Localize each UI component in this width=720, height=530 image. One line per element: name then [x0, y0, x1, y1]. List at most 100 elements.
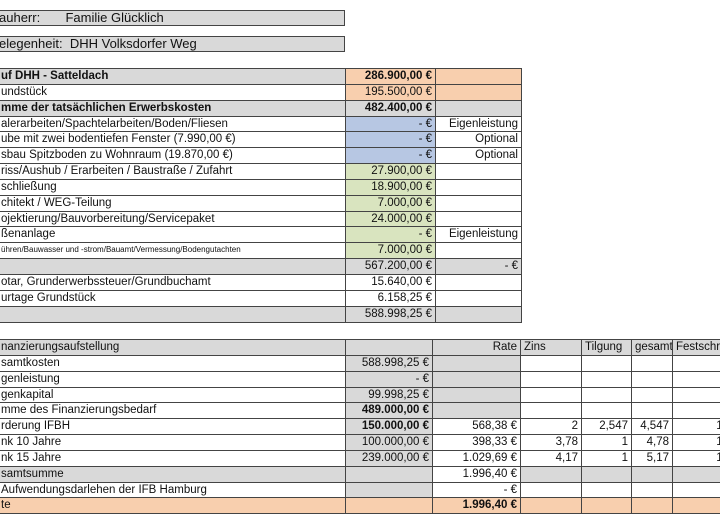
note-cell[interactable]: Optional — [436, 148, 522, 164]
amount-cell[interactable]: 18.900,00 € — [346, 179, 436, 195]
amount-cell[interactable]: 195.500,00 € — [346, 84, 436, 100]
label-cell[interactable]: genleistung — [0, 371, 346, 387]
note-cell[interactable] — [436, 69, 522, 84]
zins-cell[interactable] — [521, 403, 582, 419]
label-cell[interactable]: samtsumme — [0, 466, 346, 482]
gesamt-cell[interactable] — [632, 482, 673, 498]
rate-cell[interactable]: 1.029,69 € — [433, 450, 521, 466]
note-cell[interactable] — [436, 195, 522, 211]
zins-cell[interactable] — [521, 355, 582, 371]
amount-cell[interactable]: 99.998,25 € — [346, 387, 433, 403]
tilgung-cell[interactable] — [582, 403, 632, 419]
tilgung-cell[interactable]: 1 — [582, 450, 632, 466]
note-cell[interactable] — [436, 290, 522, 306]
festschreibung-cell[interactable] — [673, 498, 720, 514]
bauherr-field[interactable]: auherr: Familie Glücklich — [0, 10, 345, 26]
label-cell[interactable]: ojektierung/Bauvorbereitung/Servicepaket — [0, 211, 346, 227]
amount-cell[interactable]: 482.400,00 € — [346, 100, 436, 116]
rate-cell[interactable]: - € — [433, 482, 521, 498]
label-cell[interactable]: rderung IFBH — [0, 419, 346, 435]
label-cell[interactable]: nk 15 Jahre — [0, 450, 346, 466]
label-cell[interactable]: sbau Spitzboden zu Wohnraum (19.870,00 €… — [0, 148, 346, 164]
gesamt-cell[interactable] — [632, 371, 673, 387]
label-cell[interactable]: nanzierungsaufstellung — [0, 340, 346, 355]
note-cell[interactable] — [436, 84, 522, 100]
amount-cell[interactable]: 27.900,00 € — [346, 164, 436, 179]
amount-cell[interactable]: 286.900,00 € — [346, 69, 436, 84]
label-cell[interactable]: otar, Grunderwerbssteuer/Grundbuchamt — [0, 274, 346, 290]
note-cell[interactable] — [436, 164, 522, 179]
amount-cell[interactable] — [346, 466, 433, 482]
festschreibung-cell[interactable] — [673, 355, 720, 371]
amount-cell[interactable]: 588.998,25 € — [346, 355, 433, 371]
label-cell[interactable]: uf DHH - Satteldach — [0, 69, 346, 84]
note-cell[interactable]: Optional — [436, 132, 522, 148]
amount-cell[interactable]: 239.000,00 € — [346, 450, 433, 466]
rate-cell[interactable]: 398,33 € — [433, 435, 521, 450]
label-cell[interactable]: riss/Aushub / Erarbeiten / Baustraße / Z… — [0, 164, 346, 179]
note-cell[interactable]: Eigenleistung — [436, 116, 522, 132]
note-cell[interactable] — [436, 211, 522, 227]
gesamt-cell[interactable] — [632, 466, 673, 482]
zins-cell[interactable] — [521, 498, 582, 514]
amount-cell[interactable]: - € — [346, 148, 436, 164]
tilgung-cell[interactable] — [582, 482, 632, 498]
note-cell[interactable] — [436, 306, 522, 322]
festschreibung-cell[interactable]: 10 — [673, 435, 720, 450]
gesamt-cell[interactable] — [632, 387, 673, 403]
zins-cell[interactable] — [521, 482, 582, 498]
tilgung-cell[interactable] — [582, 466, 632, 482]
festschreibung-cell[interactable]: Festschr. — [673, 340, 720, 355]
gesamt-cell[interactable]: 4,547 — [632, 419, 673, 435]
label-cell[interactable]: ühren/Bauwasser und -strom/Bauamt/Vermes… — [0, 243, 346, 259]
label-cell[interactable]: ßenanlage — [0, 227, 346, 243]
rate-cell[interactable] — [433, 403, 521, 419]
tilgung-cell[interactable] — [582, 371, 632, 387]
zins-cell[interactable] — [521, 371, 582, 387]
rate-cell[interactable] — [433, 355, 521, 371]
zins-cell[interactable]: Zins — [521, 340, 582, 355]
amount-cell[interactable]: 7.000,00 € — [346, 195, 436, 211]
amount-cell[interactable] — [346, 340, 433, 355]
festschreibung-cell[interactable] — [673, 403, 720, 419]
tilgung-cell[interactable]: Tilgung — [582, 340, 632, 355]
label-cell[interactable]: undstück — [0, 84, 346, 100]
amount-cell[interactable]: 15.640,00 € — [346, 274, 436, 290]
label-cell[interactable]: mme der tatsächlichen Erwerbskosten — [0, 100, 346, 116]
tilgung-cell[interactable] — [582, 355, 632, 371]
festschreibung-cell[interactable]: 15 — [673, 450, 720, 466]
gesamt-cell[interactable] — [632, 355, 673, 371]
zins-cell[interactable] — [521, 387, 582, 403]
tilgung-cell[interactable]: 1 — [582, 435, 632, 450]
amount-cell[interactable]: 7.000,00 € — [346, 243, 436, 259]
amount-cell[interactable]: 24.000,00 € — [346, 211, 436, 227]
rate-cell[interactable] — [433, 387, 521, 403]
rate-cell[interactable]: 568,38 € — [433, 419, 521, 435]
gelegenheit-field[interactable]: elegenheit: DHH Volksdorfer Weg — [0, 36, 345, 52]
note-cell[interactable] — [436, 243, 522, 259]
amount-cell[interactable]: - € — [346, 227, 436, 243]
tilgung-cell[interactable] — [582, 387, 632, 403]
rate-cell[interactable]: 1.996,40 € — [433, 498, 521, 514]
tilgung-cell[interactable]: 2,547 — [582, 419, 632, 435]
festschreibung-cell[interactable] — [673, 482, 720, 498]
amount-cell[interactable] — [346, 482, 433, 498]
note-cell[interactable]: Eigenleistung — [436, 227, 522, 243]
label-cell[interactable]: urtage Grundstück — [0, 290, 346, 306]
label-cell[interactable]: chitekt / WEG-Teilung — [0, 195, 346, 211]
label-cell[interactable]: te — [0, 498, 346, 514]
note-cell[interactable] — [436, 274, 522, 290]
note-cell[interactable] — [436, 179, 522, 195]
gesamt-cell[interactable]: 4,78 — [632, 435, 673, 450]
label-cell[interactable]: Aufwendungsdarlehen der IFB Hamburg — [0, 482, 346, 498]
label-cell[interactable]: genkapital — [0, 387, 346, 403]
amount-cell[interactable]: 100.000,00 € — [346, 435, 433, 450]
gesamt-cell[interactable]: gesamt — [632, 340, 673, 355]
note-cell[interactable]: - € — [436, 259, 522, 274]
festschreibung-cell[interactable]: 15 — [673, 419, 720, 435]
rate-cell[interactable]: Rate — [433, 340, 521, 355]
amount-cell[interactable]: 150.000,00 € — [346, 419, 433, 435]
festschreibung-cell[interactable] — [673, 466, 720, 482]
zins-cell[interactable] — [521, 466, 582, 482]
label-cell[interactable]: mme des Finanzierungsbedarf — [0, 403, 346, 419]
